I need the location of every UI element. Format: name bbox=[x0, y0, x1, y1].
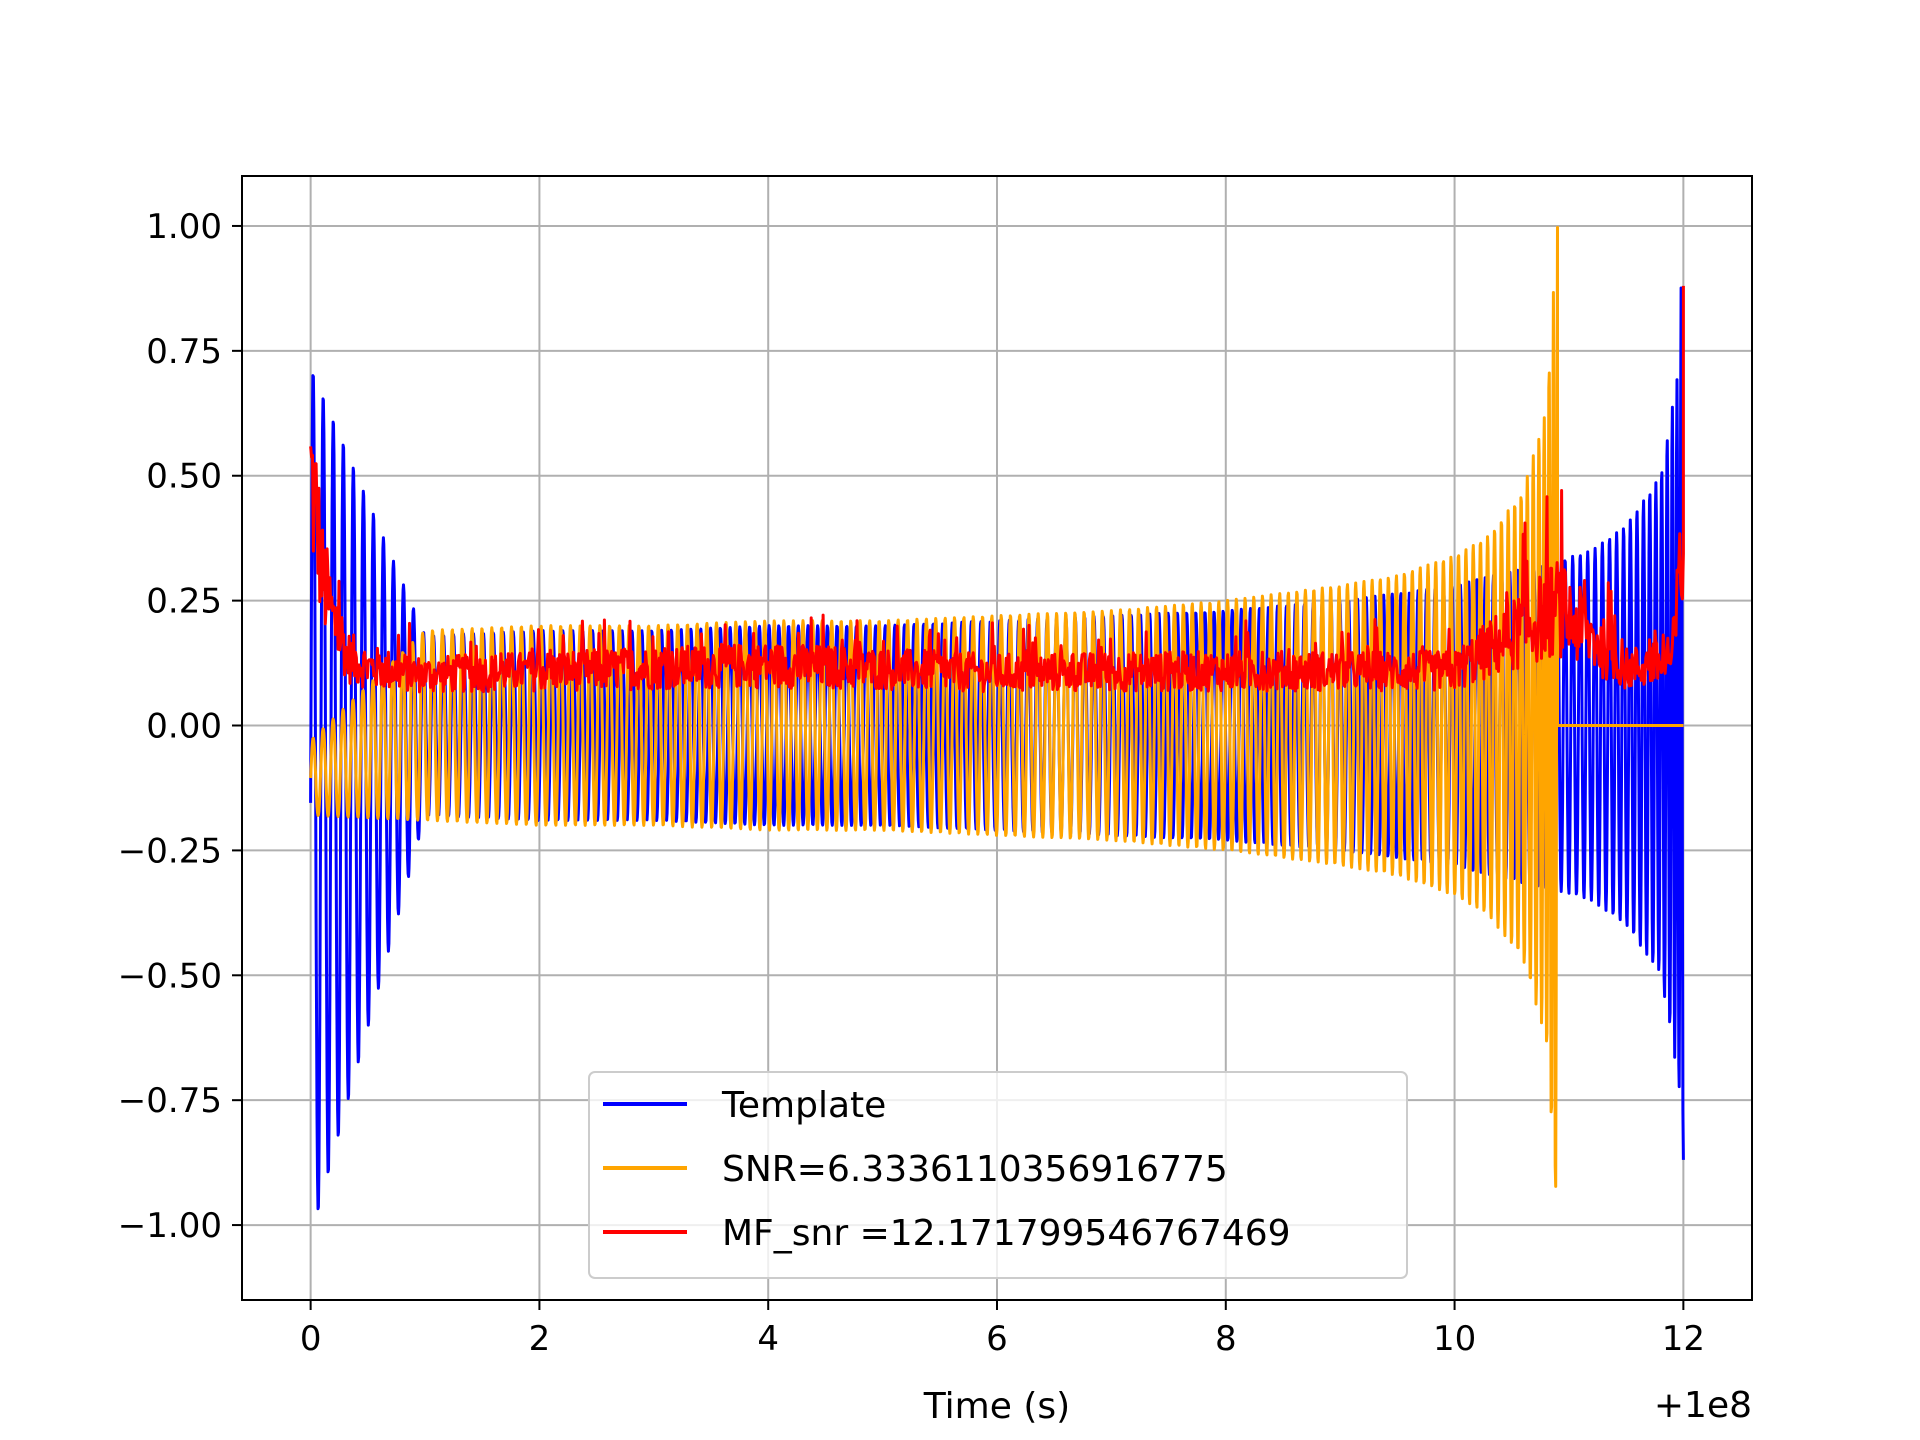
y-tick-label: 1.00 bbox=[146, 207, 222, 247]
legend-label-1: Template bbox=[721, 1085, 886, 1126]
legend-label-3: MF_snr =12.171799546767469 bbox=[722, 1213, 1291, 1254]
x-tick-label: 8 bbox=[1215, 1319, 1237, 1359]
x-axis-offset-label: +1e8 bbox=[1654, 1385, 1752, 1426]
x-tick-label: 6 bbox=[986, 1319, 1008, 1359]
x-axis-label: Time (s) bbox=[923, 1386, 1070, 1427]
x-tick-label: 0 bbox=[300, 1319, 322, 1359]
series-layer bbox=[309, 226, 1685, 1211]
y-tick-label: −0.50 bbox=[118, 956, 222, 996]
y-tick-label: 0.25 bbox=[146, 582, 222, 622]
y-tick-label: −1.00 bbox=[118, 1206, 222, 1246]
series-line-3 bbox=[309, 285, 1685, 694]
x-tick-label: 10 bbox=[1433, 1319, 1476, 1359]
x-tick-label: 4 bbox=[757, 1319, 779, 1359]
y-axis-ticks: 1.00 0.75 0.50 0.25 0.00 −0.25 −0.50 −0.75 −1.00 bbox=[118, 207, 242, 1246]
y-tick-label: −0.75 bbox=[118, 1081, 222, 1121]
y-tick-label: 0.50 bbox=[146, 457, 222, 497]
y-tick-label: −0.25 bbox=[118, 831, 222, 871]
legend: Template SNR=6.3336110356916775 MF_snr =12… bbox=[588, 1071, 1408, 1279]
y-tick-label: 0.75 bbox=[146, 332, 222, 372]
x-tick-label: 12 bbox=[1662, 1319, 1705, 1359]
x-tick-label: 2 bbox=[529, 1319, 551, 1359]
y-tick-label: 0.00 bbox=[146, 707, 222, 747]
legend-box bbox=[588, 1071, 1408, 1279]
legend-label-2: SNR=6.3336110356916775 bbox=[722, 1149, 1228, 1190]
x-axis-ticks: 0 2 4 6 8 10 12 bbox=[300, 1300, 1705, 1359]
